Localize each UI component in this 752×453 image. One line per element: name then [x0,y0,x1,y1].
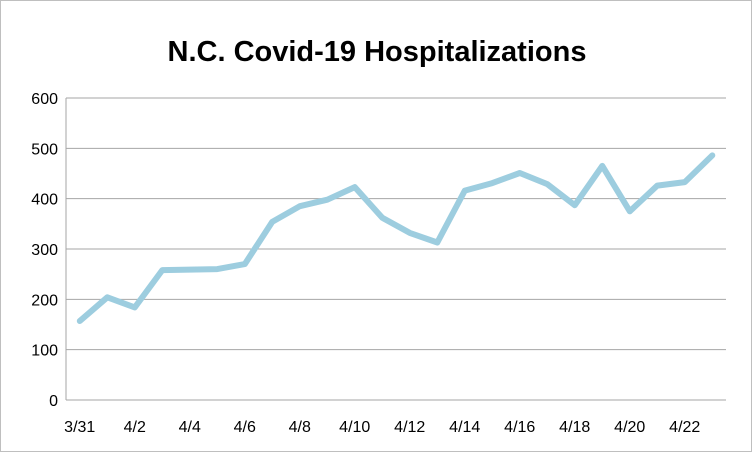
x-tick-label: 4/10 [339,419,370,436]
x-tick-label: 4/20 [614,419,645,436]
series-line [76,152,716,324]
x-tick-label: 4/12 [394,419,425,436]
x-tick-label: 4/16 [504,419,535,436]
x-tick-label: 4/2 [124,419,146,436]
x-tick-label: 4/6 [234,419,256,436]
y-tick-label: 300 [31,242,58,259]
y-tick-label: 200 [31,292,58,309]
x-tick-label: 3/31 [64,419,95,436]
grid-lines [65,97,726,401]
y-tick-label: 500 [31,141,58,158]
y-tick-label: 600 [31,91,58,108]
x-tick-label: 4/4 [179,419,201,436]
series-layer [76,152,716,324]
y-axis-ticks: 0 100 200 300 400 500 600 [31,91,58,410]
y-tick-label: 400 [31,192,58,209]
x-tick-label: 4/14 [449,419,480,436]
y-tick-label: 0 [49,393,58,410]
chart-title: N.C. Covid-19 Hospitalizations [168,36,587,68]
x-axis-ticks: 3/31 4/2 4/4 4/6 4/8 4/10 4/12 4/14 4/16 4/18 4/20… [64,419,700,436]
y-tick-label: 100 [31,343,58,360]
x-tick-label: 4/18 [559,419,590,436]
x-tick-label: 4/22 [669,419,700,436]
x-tick-label: 4/8 [289,419,311,436]
